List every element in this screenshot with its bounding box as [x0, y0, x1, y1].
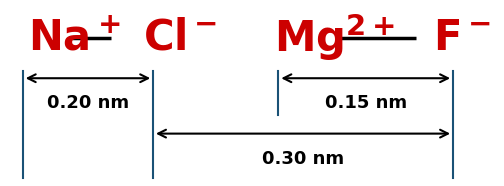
Text: $\mathbf{Mg^{2+}}$: $\mathbf{Mg^{2+}}$	[274, 12, 395, 63]
Text: 0.30 nm: 0.30 nm	[262, 150, 344, 168]
Text: $\mathbf{Cl^-}$: $\mathbf{Cl^-}$	[143, 17, 218, 59]
Text: 0.20 nm: 0.20 nm	[47, 94, 129, 112]
Text: $\mathbf{Na^+}$: $\mathbf{Na^+}$	[28, 17, 120, 59]
Text: $\mathbf{F^-}$: $\mathbf{F^-}$	[433, 17, 491, 59]
Text: 0.15 nm: 0.15 nm	[325, 94, 407, 112]
